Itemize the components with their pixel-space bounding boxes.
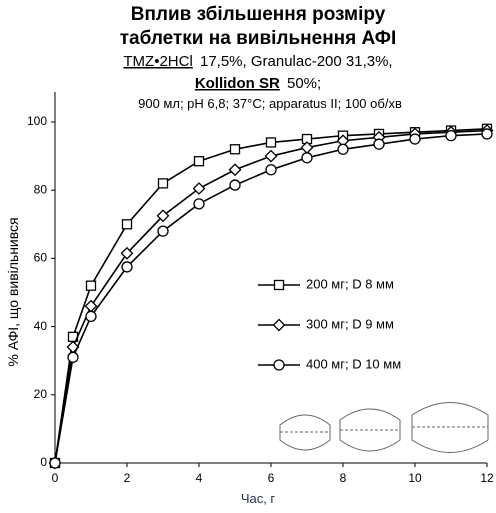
marker [121, 219, 133, 230]
legend-marker [272, 318, 286, 332]
marker [264, 149, 278, 163]
legend-label: 400 мг; D 10 мм [306, 356, 401, 371]
tablet-icons [279, 402, 489, 453]
subtitle: Kollidon SR 50%; [195, 75, 321, 92]
marker [228, 163, 242, 177]
y-tick-label: 40 [34, 319, 48, 333]
conditions: 900 мл; pH 6,8; 37°C; apparatus II; 100 … [138, 96, 402, 111]
x-tick-label: 0 [52, 471, 59, 485]
y-tick-label: 80 [34, 182, 48, 196]
y-tick-label: 0 [40, 455, 47, 469]
marker [193, 198, 205, 210]
series-line [54, 128, 488, 464]
marker [120, 246, 134, 260]
marker [265, 137, 277, 148]
series-line [54, 129, 488, 464]
x-tick-label: 12 [480, 471, 494, 485]
legend-marker [273, 359, 285, 371]
y-tick-label: 100 [27, 114, 47, 128]
x-tick-label: 10 [408, 471, 422, 485]
x-tick-label: 8 [340, 471, 347, 485]
marker [445, 129, 457, 142]
marker [85, 280, 97, 291]
subtitle-part: 50%; [287, 75, 321, 92]
x-tick-label: 6 [268, 471, 275, 485]
y-axis-label: % АФІ, що вивільнився [5, 217, 21, 366]
marker [67, 351, 79, 363]
marker [157, 225, 169, 237]
x-tick-label: 2 [124, 471, 131, 485]
marker [85, 310, 97, 323]
series-line [54, 133, 488, 464]
marker [192, 182, 206, 195]
marker [156, 209, 170, 223]
subtitle-part: Kollidon SR [195, 75, 280, 92]
marker [121, 261, 133, 273]
x-axis-label: Час, г [241, 491, 276, 506]
marker [229, 179, 241, 191]
x-tick-label: 4 [196, 471, 203, 485]
legend-label: 200 мг; D 8 мм [306, 276, 394, 291]
marker [481, 128, 493, 140]
chart-title: Вплив збільшення розміру [131, 4, 386, 25]
marker [193, 156, 205, 167]
y-tick-label: 20 [34, 387, 48, 401]
marker [49, 457, 61, 469]
subtitle: TMZ•2HCl 17,5%, Granulac-200 31,3%, [123, 53, 392, 70]
marker [337, 143, 349, 155]
subtitle-part: TMZ•2HCl [123, 53, 192, 70]
legend-marker [273, 279, 285, 291]
marker [301, 152, 313, 164]
y-tick-label: 60 [34, 251, 48, 265]
marker [265, 164, 277, 176]
legend-label: 300 мг; D 9 мм [306, 316, 394, 331]
marker [409, 133, 421, 145]
marker [157, 178, 169, 189]
chart-title: таблетки на вивільнення АФІ [120, 28, 397, 49]
marker [229, 144, 241, 155]
marker [373, 138, 385, 150]
subtitle-part: 17,5%, Granulac-200 31,3%, [200, 53, 393, 70]
